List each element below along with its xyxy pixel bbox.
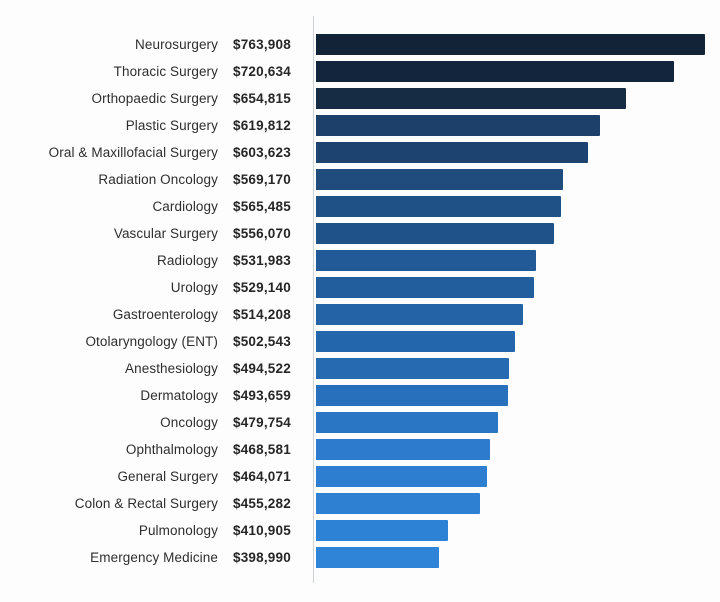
bar	[316, 250, 536, 271]
chart-row: Otolaryngology (ENT) $502,543	[0, 328, 720, 355]
value-label: $468,581	[233, 442, 291, 457]
y-axis-line	[313, 16, 314, 583]
category-label: General Surgery	[117, 469, 218, 484]
category-label: Plastic Surgery	[125, 118, 218, 133]
bar	[316, 358, 509, 379]
value-label: $603,623	[233, 145, 291, 160]
value-label: $531,983	[233, 253, 291, 268]
chart-row: Emergency Medicine $398,990	[0, 544, 720, 571]
category-label: Neurosurgery	[135, 37, 218, 52]
category-label: Ophthalmology	[125, 442, 218, 457]
category-label: Oral & Maxillofacial Surgery	[48, 145, 218, 160]
value-label: $493,659	[233, 388, 291, 403]
category-label: Emergency Medicine	[90, 550, 218, 565]
chart-row: Oral & Maxillofacial Surgery $603,623	[0, 139, 720, 166]
category-label: Otolaryngology (ENT)	[85, 334, 218, 349]
value-label: $720,634	[233, 64, 291, 79]
bar	[316, 88, 626, 109]
chart-row: Urology $529,140	[0, 274, 720, 301]
value-label: $398,990	[233, 550, 291, 565]
chart-row: Anesthesiology $494,522	[0, 355, 720, 382]
chart-row: Plastic Surgery $619,812	[0, 112, 720, 139]
category-label: Radiology	[157, 253, 218, 268]
bar	[316, 223, 554, 244]
category-label: Urology	[170, 280, 218, 295]
bar	[316, 115, 600, 136]
value-label: $455,282	[233, 496, 291, 511]
value-label: $556,070	[233, 226, 291, 241]
bar	[316, 466, 487, 487]
chart-row: Thoracic Surgery $720,634	[0, 58, 720, 85]
value-label: $410,905	[233, 523, 291, 538]
bar	[316, 493, 480, 514]
bar	[316, 196, 561, 217]
value-label: $654,815	[233, 91, 291, 106]
bar	[316, 547, 439, 568]
bar	[316, 277, 534, 298]
bar	[316, 439, 490, 460]
chart-row: Cardiology $565,485	[0, 193, 720, 220]
chart-row: Oncology $479,754	[0, 409, 720, 436]
category-label: Colon & Rectal Surgery	[74, 496, 218, 511]
chart-row: General Surgery $464,071	[0, 463, 720, 490]
category-label: Pulmonology	[138, 523, 218, 538]
chart-row: Radiation Oncology $569,170	[0, 166, 720, 193]
value-label: $565,485	[233, 199, 291, 214]
bar	[316, 61, 674, 82]
value-label: $464,071	[233, 469, 291, 484]
value-label: $619,812	[233, 118, 291, 133]
chart-row: Pulmonology $410,905	[0, 517, 720, 544]
chart-row: Gastroenterology $514,208	[0, 301, 720, 328]
chart-row: Dermatology $493,659	[0, 382, 720, 409]
value-label: $494,522	[233, 361, 291, 376]
bar	[316, 142, 588, 163]
value-label: $502,543	[233, 334, 291, 349]
category-label: Radiation Oncology	[98, 172, 218, 187]
value-label: $569,170	[233, 172, 291, 187]
value-label: $529,140	[233, 280, 291, 295]
category-label: Dermatology	[140, 388, 218, 403]
bar	[316, 412, 498, 433]
bar	[316, 331, 515, 352]
chart-row: Vascular Surgery $556,070	[0, 220, 720, 247]
chart-row: Ophthalmology $468,581	[0, 436, 720, 463]
chart-rows: Neurosurgery $763,908 Thoracic Surgery $…	[0, 31, 720, 571]
category-label: Gastroenterology	[112, 307, 218, 322]
value-label: $514,208	[233, 307, 291, 322]
bar	[316, 520, 448, 541]
chart-row: Orthopaedic Surgery $654,815	[0, 85, 720, 112]
category-label: Thoracic Surgery	[113, 64, 218, 79]
category-label: Orthopaedic Surgery	[91, 91, 218, 106]
bar	[316, 385, 508, 406]
value-label: $479,754	[233, 415, 291, 430]
chart-row: Colon & Rectal Surgery $455,282	[0, 490, 720, 517]
bar	[316, 34, 705, 55]
category-label: Vascular Surgery	[113, 226, 218, 241]
chart-row: Neurosurgery $763,908	[0, 31, 720, 58]
bar	[316, 304, 523, 325]
chart-row: Radiology $531,983	[0, 247, 720, 274]
category-label: Oncology	[160, 415, 218, 430]
category-label: Anesthesiology	[125, 361, 218, 376]
bar	[316, 169, 563, 190]
category-label: Cardiology	[152, 199, 218, 214]
value-label: $763,908	[233, 37, 291, 52]
